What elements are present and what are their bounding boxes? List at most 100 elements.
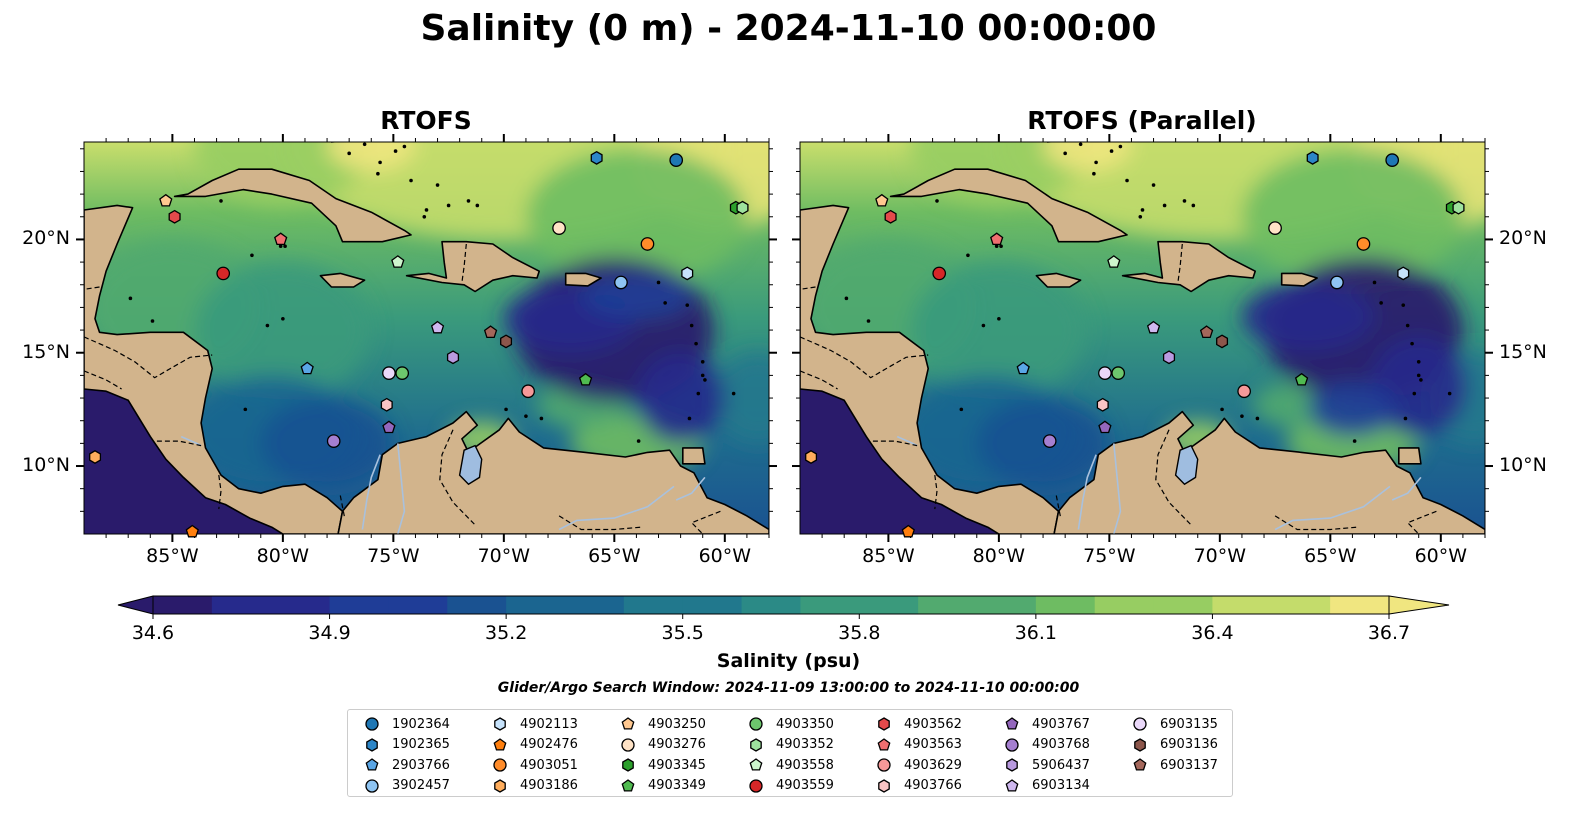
float-marker-4903629 [521, 384, 535, 399]
legend-label: 6903134 [1032, 778, 1090, 793]
legend-marker-4903563 [877, 737, 891, 751]
legend-label: 2903766 [392, 757, 450, 773]
legend-item-6903134: 6903134 [1004, 776, 1090, 796]
float-marker-4903250 [159, 193, 173, 207]
float-marker-1902364 [669, 153, 684, 167]
map-figure [76, 134, 1493, 542]
float-marker-4903768 [1042, 434, 1057, 448]
float-legend: 1902364 1902365 2903766 3902457 4902113 49024… [347, 709, 1233, 797]
float-marker-4903559 [216, 266, 231, 281]
legend-item-4903345: 4903345 [620, 755, 706, 775]
land-grandBahama [330, 142, 342, 143]
float-marker-4903186 [89, 450, 102, 464]
lat-tick-label: 15°N [1499, 340, 1547, 363]
float-marker-4903276 [552, 221, 566, 235]
colorbar-tick-label: 34.9 [308, 622, 351, 644]
legend-label: 4903559 [776, 778, 834, 793]
map-panel-rtofs [76, 134, 777, 542]
legend-label: 5906437 [1032, 757, 1090, 773]
legend-marker-4903350 [749, 717, 763, 731]
lon-tick-label: 70°W [477, 545, 531, 567]
legend-label: 4903629 [904, 757, 962, 773]
legend-item-1902364: 1902364 [364, 714, 450, 734]
float-marker-4903051 [1356, 237, 1371, 251]
legend-marker-4903276 [621, 737, 635, 752]
float-marker-4903352 [1452, 200, 1465, 215]
land-puertoRico [564, 272, 602, 287]
float-marker-4903349 [578, 372, 593, 386]
lat-tick-label: 20°N [1499, 227, 1547, 250]
legend-marker-2903766 [365, 758, 379, 771]
colorbar-tick-label: 35.5 [661, 622, 704, 644]
float-marker-4903562 [884, 209, 897, 224]
land-hispaniola [1121, 240, 1256, 293]
colorbar [117, 595, 1450, 619]
float-marker-1902365 [590, 150, 603, 165]
land-hispaniola [405, 240, 540, 293]
legend-item-3902457: 3902457 [364, 776, 450, 796]
lat-tick-label: 20°N [22, 227, 70, 250]
float-marker-4903562 [168, 209, 181, 224]
legend-label: 4902113 [520, 716, 578, 732]
lon-tick-label: 80°W [972, 545, 1026, 567]
land-trinidad [682, 447, 706, 465]
land-jamaica [1035, 272, 1082, 288]
legend-item-4902113: 4902113 [492, 714, 578, 734]
float-marker-4903350 [395, 366, 410, 380]
float-marker-4903563 [274, 232, 288, 246]
legend-marker-4903768 [1005, 737, 1019, 752]
legend-marker-1902365 [366, 737, 378, 752]
float-marker-6903135 [1098, 366, 1112, 380]
float-marker-4903767 [1098, 420, 1112, 434]
axis-ticks [76, 134, 777, 542]
legend-label: 4903345 [648, 757, 706, 773]
legend-item-6903135: 6903135 [1132, 714, 1218, 734]
float-marker-4902113 [1397, 266, 1410, 281]
legend-label: 4903349 [648, 778, 706, 793]
legend-label: 1902365 [392, 737, 450, 752]
legend-label: 4903276 [648, 737, 706, 752]
legend-label: 3902457 [392, 778, 450, 793]
lon-tick-label: 75°W [1083, 545, 1136, 567]
colorbar-label: Salinity (psu) [716, 650, 861, 672]
axis-ticks [792, 134, 1493, 542]
float-marker-4902476 [901, 524, 915, 538]
panel-title-rtofs: RTOFS [380, 106, 472, 135]
legend-item-6903136: 6903136 [1132, 735, 1218, 755]
legend-item-1902365: 1902365 [364, 735, 450, 755]
colorbar-tick-label: 34.6 [131, 622, 175, 644]
float-marker-6903134 [1146, 320, 1161, 334]
legend-item-4903186: 4903186 [492, 776, 578, 796]
land-southAmerica [337, 410, 769, 534]
legend-marker-4903250 [621, 717, 635, 730]
lon-tick-label: 70°W [1193, 545, 1247, 567]
lon-tick-label: 65°W [1304, 545, 1357, 567]
legend-item-4903767: 4903767 [1004, 714, 1090, 734]
legend-marker-5906437 [1006, 758, 1018, 772]
colorbar-tick-label: 36.7 [1367, 622, 1411, 644]
legend-marker-6903135 [1133, 717, 1147, 731]
legend-label: 4903350 [776, 716, 834, 732]
legend-item-4903563: 4903563 [876, 735, 962, 755]
colorbar-tick-label: 35.8 [838, 622, 881, 644]
legend-label: 4903186 [520, 778, 578, 793]
float-marker-6903136 [500, 334, 513, 349]
float-marker-5906437 [446, 350, 460, 365]
float-marker-4903629 [1237, 384, 1251, 399]
float-marker-1902364 [1385, 153, 1400, 167]
legend-marker-4903562 [878, 717, 890, 731]
legend-marker-4903349 [621, 778, 635, 792]
lon-tick-label: 80°W [256, 545, 310, 567]
legend-item-4903051: 4903051 [492, 755, 578, 775]
legend-label: 4903051 [520, 757, 578, 773]
lat-tick-label: 10°N [22, 454, 70, 477]
legend-label: 1902364 [392, 716, 450, 732]
float-marker-4903766 [1096, 397, 1109, 412]
float-marker-6903136 [1216, 334, 1229, 349]
lat-tick-label: 15°N [22, 340, 70, 363]
legend-item-2903766: 2903766 [364, 755, 450, 775]
legend-label: 4903767 [1032, 716, 1090, 732]
legend-marker-4903767 [1005, 717, 1019, 730]
legend-label: 4903558 [776, 757, 834, 773]
legend-marker-4903558 [749, 758, 763, 771]
